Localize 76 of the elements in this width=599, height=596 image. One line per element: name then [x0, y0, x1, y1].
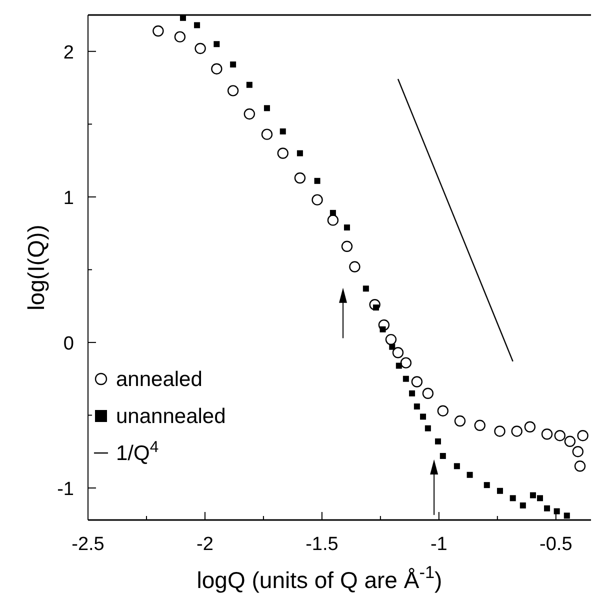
point	[385, 334, 397, 346]
point	[389, 344, 396, 350]
point	[577, 430, 588, 442]
point	[344, 224, 350, 230]
point	[554, 508, 560, 514]
x-tick-label: -1.5	[306, 534, 338, 555]
point	[434, 438, 441, 444]
point	[541, 428, 553, 440]
point	[174, 31, 186, 42]
point	[261, 128, 273, 140]
point	[422, 388, 434, 399]
point	[280, 128, 286, 134]
point	[330, 210, 336, 216]
point	[511, 426, 522, 437]
point	[294, 172, 306, 184]
x-tick-label: -2	[196, 534, 214, 555]
point	[264, 105, 270, 112]
y-tick-label: -1	[57, 478, 74, 500]
point	[524, 421, 536, 432]
point	[537, 495, 543, 502]
point	[572, 446, 584, 458]
point	[327, 214, 339, 226]
legend-label: 1/Q$^{4}$	[116, 438, 159, 465]
point	[466, 472, 473, 478]
point	[277, 148, 288, 159]
point	[362, 286, 369, 292]
point	[530, 492, 536, 498]
point	[454, 463, 460, 470]
point	[544, 505, 550, 512]
point	[454, 415, 466, 427]
point	[440, 452, 446, 459]
point	[474, 420, 486, 432]
y-tick-label: 1	[63, 188, 74, 209]
point	[396, 362, 402, 369]
point	[194, 42, 206, 54]
x-tick-label: -0.5	[540, 534, 572, 555]
point	[520, 502, 526, 508]
point	[244, 108, 256, 120]
point	[564, 512, 570, 519]
point	[230, 61, 236, 68]
point	[564, 436, 576, 448]
x-axis-title: logQ (units of Q are Å$^{-1}$)	[196, 562, 442, 593]
point	[424, 425, 431, 432]
y-tick-label: 2	[63, 42, 74, 64]
point	[211, 63, 222, 74]
point	[392, 347, 404, 358]
y-tick-label: 0	[63, 333, 74, 354]
point	[484, 482, 490, 488]
point	[510, 495, 516, 502]
point	[414, 403, 420, 410]
point	[574, 460, 586, 472]
point	[402, 376, 409, 382]
point	[246, 82, 252, 88]
point	[152, 25, 164, 37]
point	[496, 488, 503, 494]
legend-label: unannealed	[116, 405, 226, 428]
point	[554, 430, 566, 442]
x-tick-label: -1	[430, 534, 448, 555]
point	[380, 326, 386, 332]
point	[312, 194, 323, 206]
point	[227, 85, 239, 96]
x-tick-label: -2.5	[72, 534, 104, 555]
point	[437, 405, 449, 416]
point	[420, 414, 426, 420]
point	[314, 178, 320, 184]
point	[409, 390, 416, 396]
legend-label: annealed	[116, 368, 202, 391]
point	[400, 357, 412, 368]
point	[494, 426, 506, 437]
point	[341, 240, 353, 252]
point	[349, 261, 360, 272]
point	[296, 150, 303, 156]
point	[194, 22, 200, 28]
point	[411, 376, 423, 388]
point	[214, 41, 220, 48]
y-axis-title: log(I(Q))	[23, 224, 49, 310]
